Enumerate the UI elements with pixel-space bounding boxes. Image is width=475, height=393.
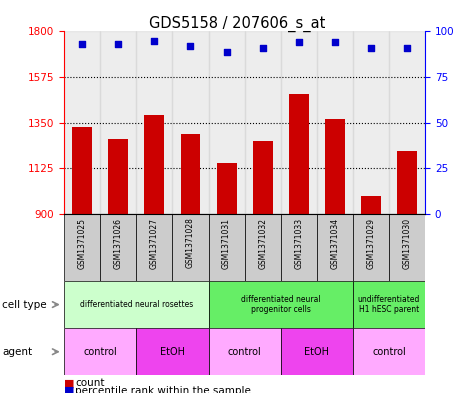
Bar (209, 214, 245, 281)
Bar (217, 163, 237, 214)
Bar (245, 214, 281, 281)
Text: GSM1371030: GSM1371030 (403, 218, 411, 269)
Text: percentile rank within the sample: percentile rank within the sample (75, 386, 251, 393)
Text: EtOH: EtOH (304, 347, 329, 357)
Bar (64, 214, 100, 281)
Bar (64, 328, 136, 375)
Bar (209, 328, 281, 375)
Bar (100, 31, 136, 214)
Text: ■: ■ (64, 378, 75, 388)
Bar (136, 31, 172, 214)
Bar (108, 139, 128, 214)
Bar (245, 31, 281, 214)
Bar (136, 214, 172, 281)
Text: count: count (75, 378, 104, 388)
Text: GDS5158 / 207606_s_at: GDS5158 / 207606_s_at (149, 16, 326, 32)
Text: GSM1371033: GSM1371033 (294, 218, 303, 269)
Bar (289, 94, 309, 214)
Bar (361, 196, 381, 214)
Text: differentiated neural rosettes: differentiated neural rosettes (80, 300, 193, 309)
Bar (64, 31, 100, 214)
Text: GSM1371034: GSM1371034 (331, 218, 339, 269)
Text: GSM1371031: GSM1371031 (222, 218, 231, 268)
Bar (353, 328, 425, 375)
Point (331, 39, 339, 46)
Text: GSM1371027: GSM1371027 (150, 218, 159, 268)
Point (223, 48, 230, 55)
Bar (281, 31, 317, 214)
Bar (389, 214, 425, 281)
Text: cell type: cell type (2, 299, 47, 310)
Point (367, 45, 375, 51)
Bar (144, 115, 164, 214)
Text: EtOH: EtOH (160, 347, 185, 357)
Bar (353, 281, 425, 328)
Text: GSM1371028: GSM1371028 (186, 218, 195, 268)
Text: differentiated neural
progenitor cells: differentiated neural progenitor cells (241, 295, 321, 314)
Bar (209, 281, 353, 328)
Text: GSM1371032: GSM1371032 (258, 218, 267, 268)
Bar (325, 119, 345, 214)
Bar (253, 141, 273, 214)
Bar (281, 328, 353, 375)
Bar (72, 127, 92, 214)
Point (403, 45, 411, 51)
Bar (353, 31, 389, 214)
Text: control: control (372, 347, 406, 357)
Text: ■: ■ (64, 386, 75, 393)
Text: GSM1371025: GSM1371025 (78, 218, 86, 268)
Point (151, 37, 158, 44)
Text: undifferentiated
H1 hESC parent: undifferentiated H1 hESC parent (358, 295, 420, 314)
Point (114, 41, 122, 48)
Bar (64, 281, 209, 328)
Bar (353, 214, 389, 281)
Text: control: control (228, 347, 262, 357)
Bar (317, 31, 353, 214)
Bar (172, 214, 209, 281)
Bar (100, 214, 136, 281)
Bar (136, 328, 209, 375)
Bar (172, 31, 209, 214)
Text: GSM1371026: GSM1371026 (114, 218, 123, 268)
Text: GSM1371029: GSM1371029 (367, 218, 375, 268)
Point (187, 43, 194, 49)
Bar (317, 214, 353, 281)
Text: control: control (83, 347, 117, 357)
Bar (389, 31, 425, 214)
Point (78, 41, 86, 48)
Point (295, 39, 303, 46)
Point (259, 45, 266, 51)
Text: agent: agent (2, 347, 32, 357)
Bar (180, 134, 200, 214)
Bar (281, 214, 317, 281)
Bar (397, 151, 417, 214)
Bar (209, 31, 245, 214)
